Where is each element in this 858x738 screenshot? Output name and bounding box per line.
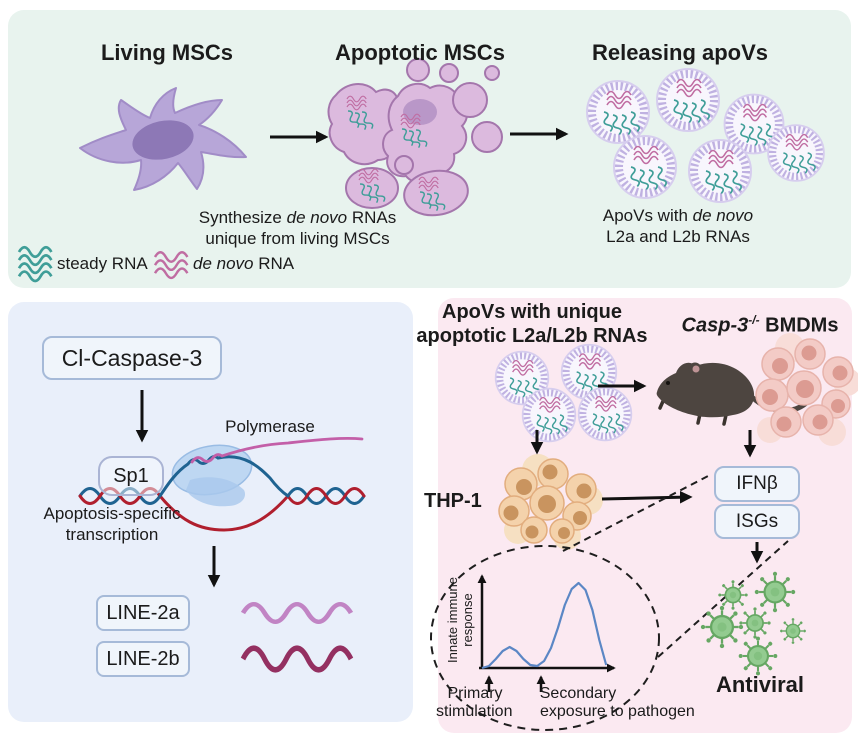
stimulation-label: stimulation xyxy=(436,703,513,720)
synthesize-caption: Synthesize de novo RNAs unique from livi… xyxy=(198,208,397,248)
apovs-caption: ApoVs with de novo L2a and L2b RNAs xyxy=(602,206,754,246)
line-2a-box: LINE-2a xyxy=(96,595,190,631)
antiviral-label: Antiviral xyxy=(715,672,805,697)
sp1-box: Sp1 xyxy=(98,456,164,496)
isgs-box: ISGs xyxy=(714,504,800,539)
secondary-label: Secondary xyxy=(539,685,617,702)
apoptotic-mscs-title: Apoptotic MSCs xyxy=(335,40,505,65)
inset-y-axis-label: Innate immune response xyxy=(445,577,475,663)
denovo-rna-label: de novo RNA xyxy=(193,254,295,273)
cl-caspase-3-box: Cl-Caspase-3 xyxy=(42,336,222,380)
line-2b-box: LINE-2b xyxy=(96,641,190,677)
apoptosis-transcription-label: Apoptosis-specific transcription xyxy=(43,504,181,544)
primary-label: Primary xyxy=(447,685,503,702)
casp3-bmdm-title: Casp-3-/- BMDMs xyxy=(681,313,839,337)
releasing-apovs-title: Releasing apoVs xyxy=(591,40,769,65)
ifnb-box: IFNβ xyxy=(714,466,800,502)
exposure-label: exposure to pathogen xyxy=(540,703,695,720)
polymerase-label: Polymerase xyxy=(225,417,315,436)
thp1-label: THP-1 xyxy=(424,490,482,512)
living-mscs-title: Living MSCs xyxy=(100,40,233,65)
right-panel-title: ApoVs with unique apoptotic L2a/L2b RNAs xyxy=(416,301,648,347)
steady-rna-label: steady RNA xyxy=(57,254,148,273)
